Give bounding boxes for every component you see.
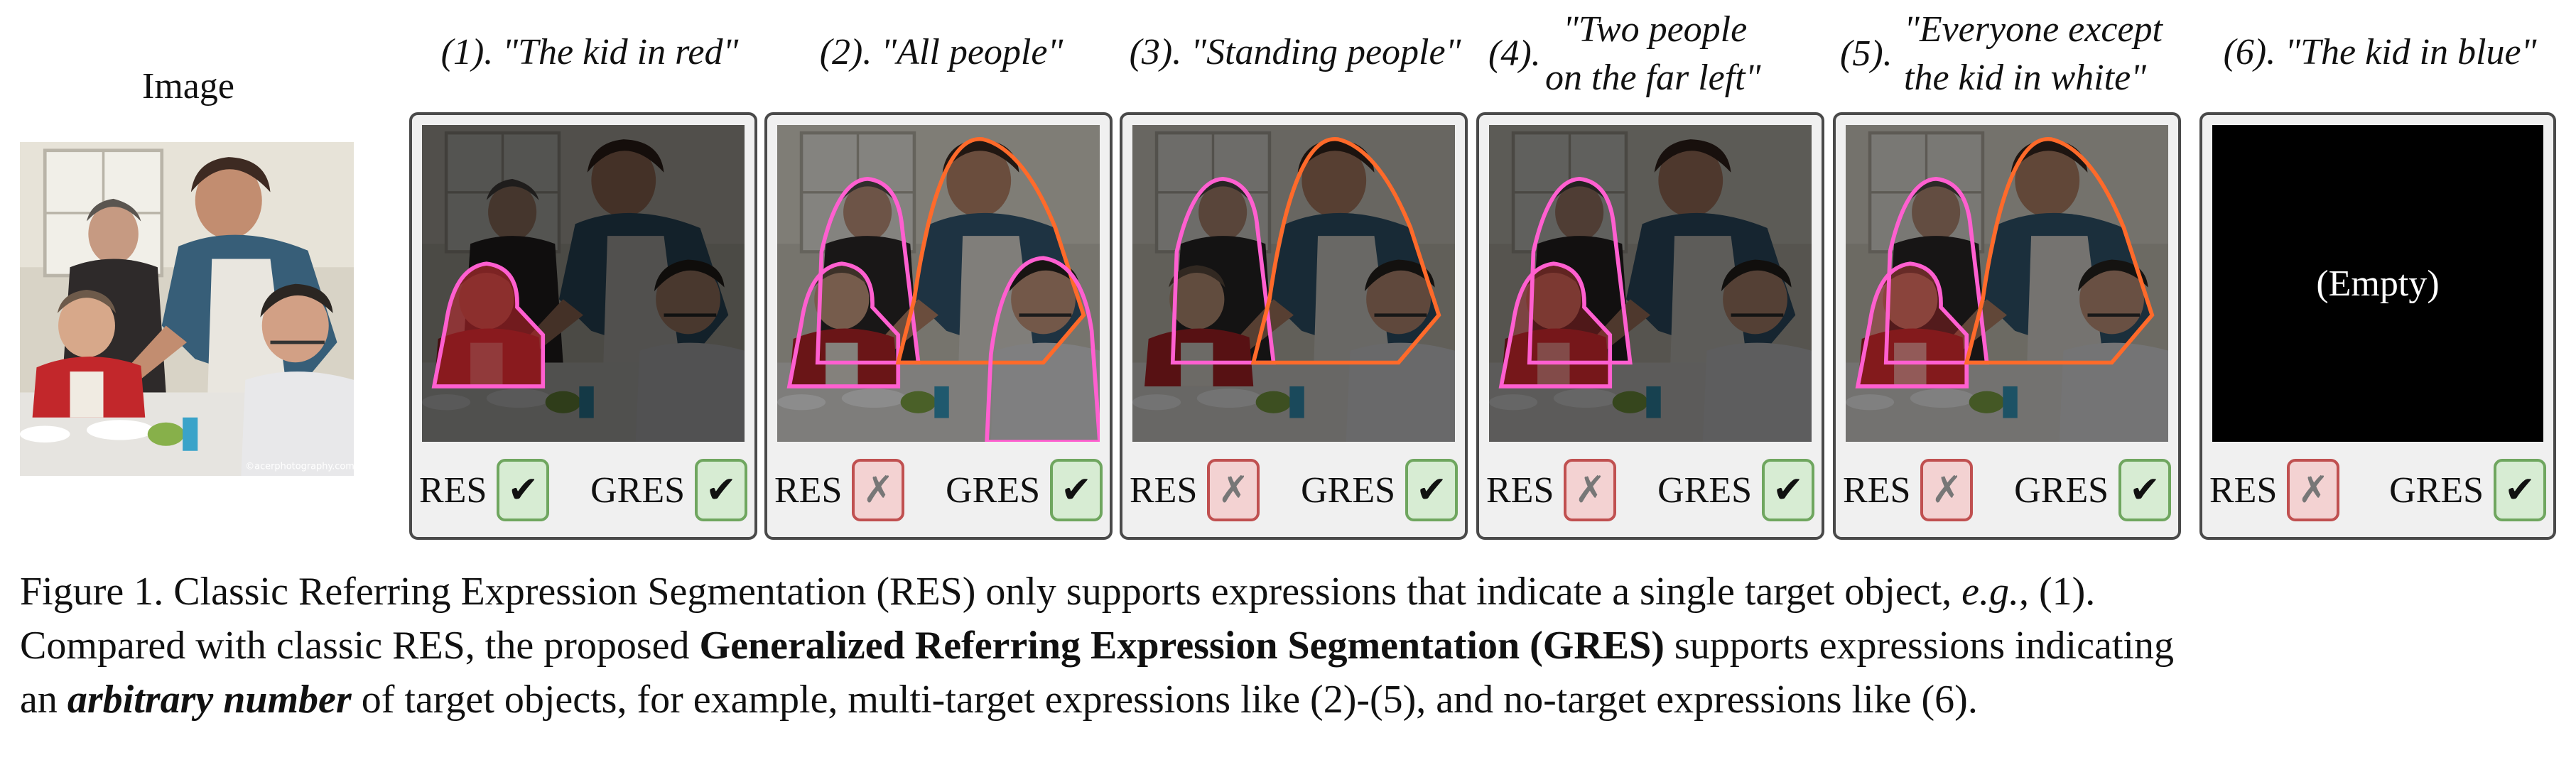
- panel-1: RES ✔ GRES ✔: [409, 112, 757, 540]
- caption-text: supports expressions indicating: [1664, 624, 2174, 668]
- res-cross-badge: ✗: [1564, 459, 1617, 521]
- panel-4: RES ✗ GRES ✔: [1476, 112, 1824, 540]
- panel-5: RES ✗ GRES ✔: [1833, 112, 2181, 540]
- query-3: (3). "Standing people": [1129, 32, 1461, 72]
- gres-label: GRES: [590, 469, 685, 511]
- query-4-prefix: (4).: [1488, 33, 1541, 74]
- panel-4-mask-image: [1489, 125, 1812, 442]
- res-cross-badge: ✗: [1207, 459, 1260, 521]
- res-cross-badge: ✗: [2287, 459, 2340, 521]
- caption-text: of target objects, for example, multi-ta…: [351, 678, 1978, 722]
- gres-check-badge: ✔: [2118, 459, 2171, 521]
- res-label: RES: [419, 469, 487, 511]
- gres-label: GRES: [1301, 469, 1395, 511]
- res-label: RES: [1843, 469, 1911, 511]
- query-5-line1: "Everyone except: [1904, 9, 2163, 50]
- panel-6: (Empty) RES ✗ GRES ✔: [2199, 112, 2556, 540]
- gres-label: GRES: [2389, 469, 2484, 511]
- query-6: (6). "The kid in blue": [2223, 32, 2537, 72]
- panel-6-badges: RES ✗ GRES ✔: [2209, 455, 2546, 526]
- res-label: RES: [2209, 469, 2278, 511]
- caption-text: an: [20, 678, 67, 722]
- panel-1-badges: RES ✔ GRES ✔: [419, 455, 747, 526]
- gres-check-badge: ✔: [1050, 459, 1103, 521]
- empty-label: (Empty): [2316, 263, 2440, 304]
- query-2: (2). "All people": [819, 32, 1064, 72]
- panel-3: RES ✗ GRES ✔: [1120, 112, 1468, 540]
- query-1: (1). "The kid in red": [440, 32, 739, 72]
- query-4-line2: on the far left": [1545, 58, 1761, 98]
- res-label: RES: [774, 469, 843, 511]
- res-check-badge: ✔: [497, 459, 550, 521]
- caption-bold-term: Generalized Referring Expression Segment…: [699, 624, 1665, 668]
- gres-check-badge: ✔: [2494, 459, 2546, 521]
- gres-label: GRES: [1657, 469, 1752, 511]
- caption-text: Compared with classic RES, the proposed: [20, 624, 700, 668]
- source-image-label: Image: [142, 66, 234, 107]
- query-4-line1: "Two people: [1563, 9, 1748, 50]
- panel-1-mask-image: [422, 125, 745, 442]
- gres-check-badge: ✔: [695, 459, 747, 521]
- panel-2-badges: RES ✗ GRES ✔: [774, 455, 1103, 526]
- res-label: RES: [1486, 469, 1554, 511]
- caption-line-1: Figure 1. Classic Referring Expression S…: [20, 565, 2549, 619]
- gres-label: GRES: [946, 469, 1040, 511]
- gres-check-badge: ✔: [1405, 459, 1458, 521]
- query-5-prefix: (5).: [1840, 33, 1893, 74]
- res-label: RES: [1130, 469, 1198, 511]
- caption-eg: e.g.: [1961, 570, 2019, 614]
- panel-2-mask-image: [777, 125, 1100, 442]
- gres-label: GRES: [2014, 469, 2109, 511]
- gres-check-badge: ✔: [1762, 459, 1814, 521]
- caption-text: Figure 1. Classic Referring Expression S…: [20, 570, 1962, 614]
- figure-caption: Figure 1. Classic Referring Expression S…: [20, 565, 2549, 727]
- source-photo: ©acerphotography.com: [20, 142, 354, 476]
- panel-5-badges: RES ✗ GRES ✔: [1843, 455, 2171, 526]
- panel-3-mask-image: [1132, 125, 1455, 442]
- caption-line-2: Compared with classic RES, the proposed …: [20, 619, 2549, 673]
- panel-2: RES ✗ GRES ✔: [764, 112, 1113, 540]
- panel-6-empty-mask: (Empty): [2212, 125, 2543, 442]
- caption-line-3: an arbitrary number of target objects, f…: [20, 673, 2549, 727]
- panel-5-mask-image: [1846, 125, 2168, 442]
- panel-3-badges: RES ✗ GRES ✔: [1130, 455, 1458, 526]
- figure-row: Image ©acerphotography.com (1). "The kid…: [20, 9, 2556, 540]
- res-cross-badge: ✗: [852, 459, 905, 521]
- query-5-line2: the kid in white": [1904, 58, 2146, 98]
- caption-emphasis: arbitrary number: [67, 678, 352, 722]
- photo-watermark: ©acerphotography.com: [245, 462, 354, 472]
- caption-text: , (1).: [2018, 570, 2096, 614]
- res-cross-badge: ✗: [1920, 459, 1974, 521]
- panel-4-badges: RES ✗ GRES ✔: [1486, 455, 1814, 526]
